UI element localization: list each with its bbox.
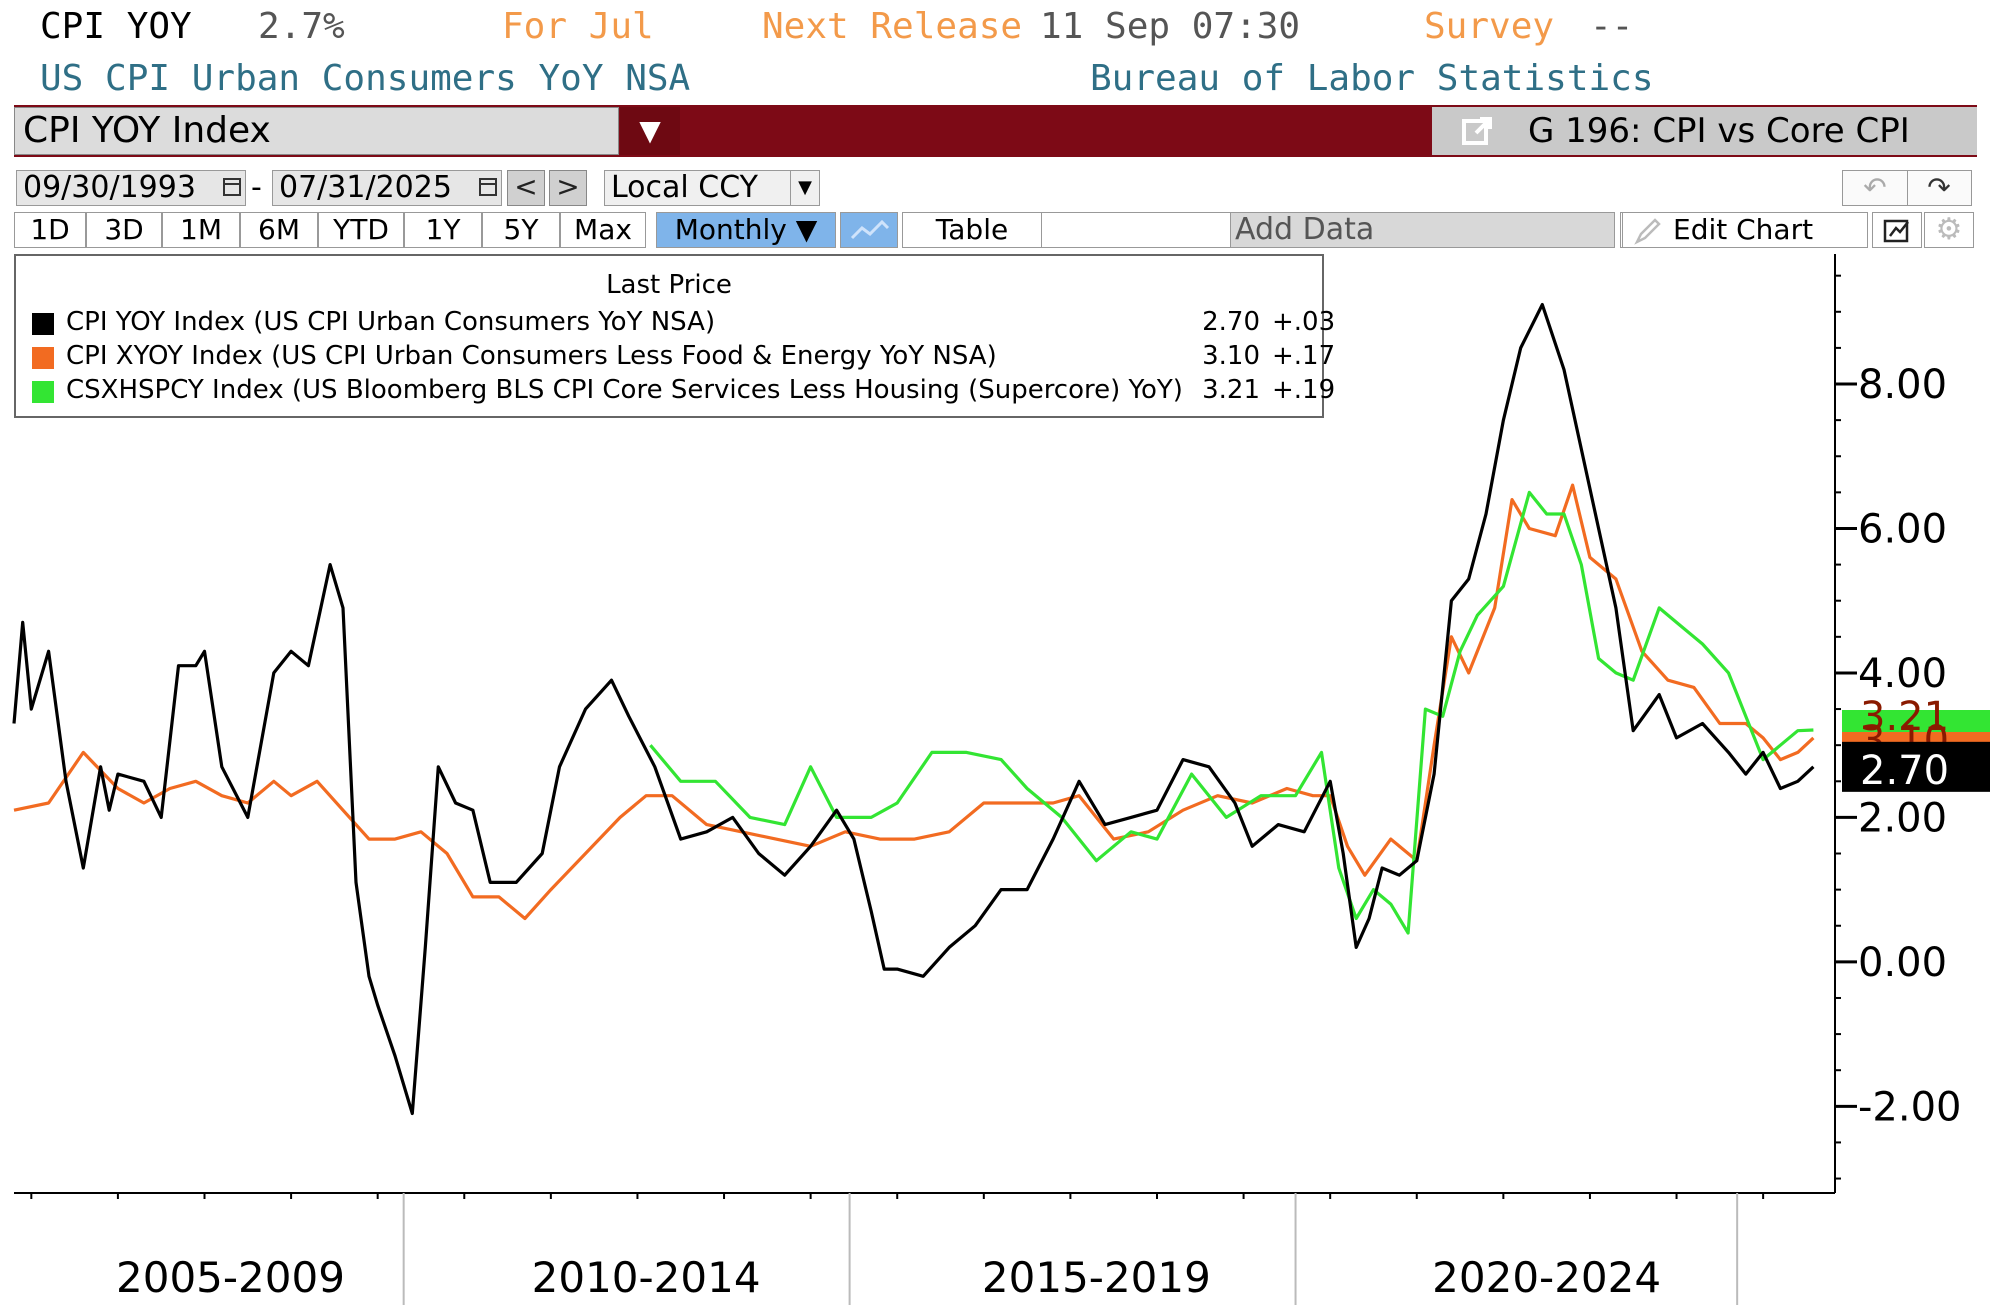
toolbar-spacer (1042, 212, 1240, 248)
y-tick-label: 0.00 (1858, 940, 1947, 986)
edit-settings-icon (1883, 219, 1909, 243)
y-tick-label: 2.00 (1858, 795, 1947, 841)
currency-select[interactable]: Local CCY ▼ (604, 170, 820, 206)
line-chart-icon (850, 219, 890, 240)
data-source: Bureau of Labor Statistics (1090, 58, 1654, 99)
last-value: 2.7% (258, 6, 345, 47)
range-1y[interactable]: 1Y (404, 212, 482, 248)
chevron-down-icon: ▼ (790, 171, 819, 205)
calendar-icon[interactable] (223, 178, 241, 196)
range-max[interactable]: Max (560, 212, 646, 248)
chart-name-text: G 196: CPI vs Core CPI (1528, 111, 1910, 151)
external-link-icon (1462, 117, 1492, 145)
calendar-icon[interactable] (479, 178, 497, 196)
range-1m[interactable]: 1M (162, 212, 240, 248)
legend-series-name: CPI XYOY Index (US CPI Urban Consumers L… (66, 341, 997, 371)
legend-value: 3.21 (1202, 375, 1260, 405)
chart-name[interactable]: G 196: CPI vs Core CPI (1432, 107, 1977, 155)
series-line (13, 483, 1815, 921)
legend-change: +.17 (1272, 341, 1336, 371)
ticker: CPI YOY (40, 6, 192, 47)
add-data-input[interactable]: Add Data (1230, 212, 1615, 248)
security-input[interactable]: CPI YOY Index (14, 107, 619, 155)
x-period-label: 2005-2009 (116, 1253, 345, 1302)
y-tick-label: 8.00 (1858, 362, 1947, 408)
redo-icon[interactable]: ↷ (1927, 171, 1951, 204)
chart-type-icon[interactable] (840, 212, 898, 248)
frequency-select[interactable]: Monthly ▼ (656, 212, 836, 248)
legend-title: Last Price (606, 270, 732, 300)
legend-series-name: CPI YOY Index (US CPI Urban Consumers Yo… (66, 307, 716, 337)
legend-change: +.03 (1272, 307, 1336, 337)
x-period-label: 2010-2014 (532, 1253, 761, 1302)
series-description: US CPI Urban Consumers YoY NSA (40, 58, 691, 99)
currency-text: Local CCY (611, 170, 758, 205)
last-value-label: 2.70 (1860, 748, 1949, 794)
period-label: For Jul (502, 6, 654, 47)
chart-settings-icon[interactable] (1872, 212, 1922, 248)
security-dropdown-icon[interactable]: ▼ (620, 107, 680, 155)
end-date-input[interactable]: 07/31/2025 (272, 170, 502, 206)
legend-series-name: CSXHSPCY Index (US Bloomberg BLS CPI Cor… (66, 375, 1183, 405)
release-time: 11 Sep 07:30 (1040, 6, 1301, 47)
y-tick-label: -2.00 (1858, 1084, 1962, 1130)
last-value-tag (1842, 741, 1990, 792)
table-button[interactable]: Table (902, 212, 1042, 248)
x-period-label: 2015-2019 (982, 1253, 1211, 1302)
next-period-button[interactable]: > (549, 170, 587, 206)
undo-icon[interactable]: ↶ (1843, 171, 1908, 205)
y-tick-label: 4.00 (1858, 651, 1947, 697)
series-line (12, 303, 1815, 1116)
range-ytd[interactable]: YTD (318, 212, 404, 248)
range-5y[interactable]: 5Y (482, 212, 560, 248)
start-date-text: 09/30/1993 (23, 170, 196, 205)
y-tick-label: 6.00 (1858, 506, 1947, 552)
legend-swatch (32, 347, 54, 369)
date-separator: - (251, 170, 262, 205)
legend-change: +.19 (1272, 375, 1336, 405)
undo-redo-group: ↶ ↷ (1842, 170, 1972, 206)
release-label: Next Release (762, 6, 1023, 47)
pencil-icon (1634, 218, 1661, 245)
series-line (649, 490, 1814, 935)
start-date-input[interactable]: 09/30/1993 (16, 170, 246, 206)
gear-icon[interactable]: ⚙ (1924, 212, 1974, 248)
legend-swatch (32, 313, 54, 335)
chart-legend: Last Price CPI YOY Index (US CPI Urban C… (14, 254, 1335, 418)
edit-chart-button[interactable]: Edit Chart (1622, 212, 1868, 248)
edit-chart-label: Edit Chart (1673, 213, 1814, 246)
legend-value: 3.10 (1202, 341, 1260, 371)
survey-value: -- (1590, 6, 1634, 47)
survey-label: Survey (1424, 6, 1555, 47)
range-3d[interactable]: 3D (86, 212, 162, 248)
legend-swatch (32, 381, 54, 403)
legend-value: 2.70 (1202, 307, 1260, 337)
end-date-text: 07/31/2025 (279, 170, 452, 205)
range-6m[interactable]: 6M (240, 212, 318, 248)
x-period-label: 2020-2024 (1432, 1253, 1661, 1302)
prev-period-button[interactable]: < (507, 170, 545, 206)
range-1d[interactable]: 1D (14, 212, 86, 248)
